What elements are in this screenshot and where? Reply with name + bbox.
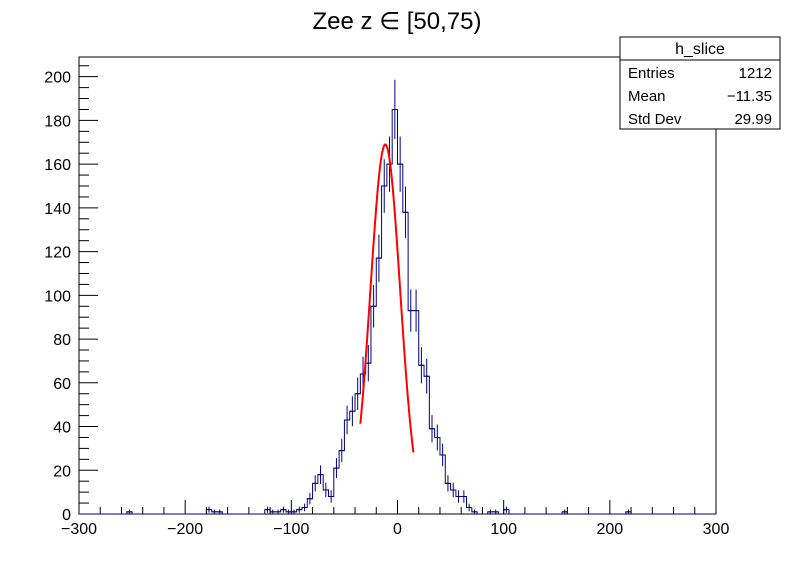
y-tick-label: 120 [44,245,71,262]
y-tick-label: 0 [62,507,71,524]
stats-box: h_slice Entries 1212 Mean −11.35 Std Dev… [619,36,781,130]
histogram-outline [79,108,716,515]
histogram-series [79,79,716,515]
y-axis: 0 20 40 60 80 100 120 140 160 180 200 [44,65,98,524]
x-tick-label: 0 [393,521,402,538]
y-tick-label: 140 [44,201,71,218]
y-tick-label: 200 [44,70,71,87]
stats-entries-value: 1212 [739,65,772,82]
x-tick-label: 200 [596,521,623,538]
stats-box-title: h_slice [675,41,725,58]
x-tick-label: −300 [61,521,97,538]
y-tick-label: 180 [44,113,71,130]
fit-layer [359,143,415,453]
x-tick-label: 300 [703,521,730,538]
y-tick-label: 160 [44,157,71,174]
stats-mean-label: Mean [628,88,666,105]
x-tick-label: 100 [490,521,517,538]
x-axis: −300 −200 −100 0 100 200 300 [61,500,729,538]
gaussian-fit-curve [359,143,415,453]
x-tick-label: −200 [167,521,203,538]
y-tick-label: 40 [53,420,71,437]
stats-stddev-label: Std Dev [628,111,682,128]
y-tick-label: 100 [44,288,71,305]
x-tick-label: −100 [273,521,309,538]
stats-entries-label: Entries [628,65,675,82]
chart-title: Zee z ∈ [50,75) [313,8,482,35]
stats-box-frame [619,36,781,130]
y-tick-label: 60 [53,376,71,393]
stats-stddev-value: 29.99 [734,111,772,128]
y-tick-label: 80 [53,332,71,349]
stats-mean-value: −11.35 [727,88,772,105]
y-tick-label: 20 [53,463,71,480]
